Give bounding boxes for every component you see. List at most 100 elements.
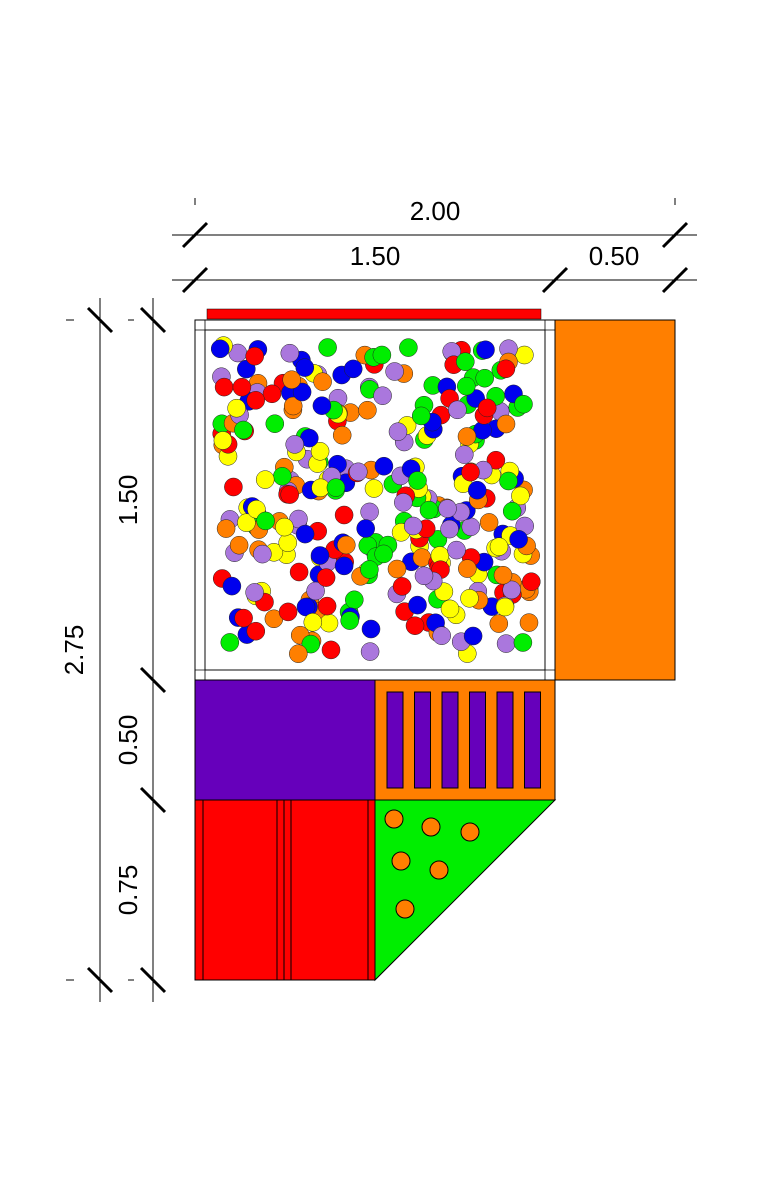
ball [317,596,337,616]
ball [385,362,404,381]
ball [502,501,522,521]
balls [210,336,541,663]
ball [499,471,518,491]
ball [292,382,312,402]
ball-pit-rail [206,308,542,320]
ball [278,533,297,552]
ball [522,572,541,591]
dimension-label: 0.50 [589,241,640,271]
ball [318,338,337,357]
ball [332,425,352,445]
ball [514,394,533,414]
ball [403,516,423,536]
ball [289,644,308,663]
ball [295,358,315,377]
slat [441,691,459,789]
ball [496,634,516,653]
dimension-label: 1.50 [350,241,401,271]
ball [229,535,249,555]
ball [319,613,339,633]
ball [509,530,528,549]
ball [502,580,521,600]
ball [237,513,256,532]
ball [343,359,363,379]
ball [458,559,477,578]
ball [289,562,309,582]
ball [440,599,460,619]
ball [301,634,321,654]
ball [282,370,301,389]
ball [392,577,412,596]
ball [411,406,431,426]
ball [262,384,282,404]
ball [419,500,439,520]
ball [477,398,497,418]
ball [280,485,299,504]
ball [463,626,483,646]
ball [457,427,477,446]
ball [394,493,413,512]
ball [334,505,354,525]
ball [364,479,384,498]
ball [275,517,294,537]
ball [312,396,332,415]
ball [321,640,341,660]
ball [373,386,392,405]
ball [234,420,253,440]
slat [414,691,431,789]
ball [460,589,479,608]
ball [246,621,266,641]
ball [457,376,476,396]
ball [337,535,356,555]
slat [524,691,541,789]
ball [405,616,425,635]
ball [447,540,466,560]
ball [374,456,394,476]
ball [476,340,495,360]
ball [213,431,233,450]
ball [334,556,354,576]
ball [216,519,236,538]
ball [245,583,264,602]
ball [345,590,364,610]
ball [372,345,392,365]
ball [285,435,304,454]
slat [469,691,486,789]
ball [273,467,292,486]
dimension-label: 2.00 [410,196,461,226]
ball [224,477,243,497]
ball [495,597,515,617]
ball [237,359,256,379]
ball [448,400,467,420]
ball [374,544,393,564]
ball [256,511,275,531]
ball [313,372,332,391]
ball [253,544,272,564]
ball [360,642,380,661]
ball [489,537,509,556]
ball [412,548,432,567]
ball [432,626,451,645]
ball [245,346,264,366]
ball [456,352,475,371]
ball [408,595,427,615]
ball [496,414,516,434]
ball [295,524,315,544]
ball [399,338,418,357]
ball [358,400,377,420]
ball [306,581,325,601]
ball [486,450,506,470]
ball [222,576,242,596]
ball [326,478,346,497]
ball [414,566,434,586]
ball [210,339,230,359]
ball [303,613,323,632]
ball [513,633,533,652]
ball [479,513,499,532]
ball [214,377,234,397]
ball [356,519,375,538]
ball [316,568,336,587]
dimension-label: 1.50 [113,475,143,526]
ball [519,613,539,632]
